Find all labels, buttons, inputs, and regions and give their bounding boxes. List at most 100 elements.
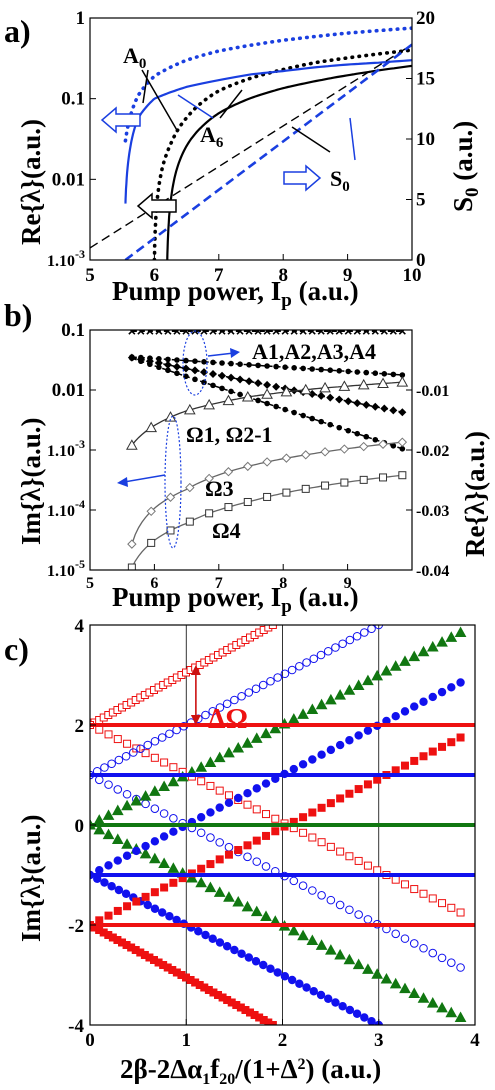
panel-b-point-5 <box>185 482 195 493</box>
panel-b-point-5 <box>358 441 369 452</box>
panel-c-point-7 <box>331 998 340 1007</box>
panel-b-point-2 <box>154 359 163 368</box>
panel-c-point-1 <box>326 842 335 851</box>
panel-c-point-4 <box>426 640 439 652</box>
panel-b-point-5 <box>146 506 156 517</box>
panel-c-point-4 <box>148 785 161 796</box>
panel-b-point-4 <box>241 391 254 402</box>
panel-c-point-5 <box>389 977 402 989</box>
panel-c-point-1 <box>308 833 317 842</box>
panel-c-point-3 <box>428 948 438 958</box>
panel-b-point-4 <box>203 398 215 410</box>
panel-c-point-7 <box>201 930 210 940</box>
panel-c-point-5 <box>454 1011 467 1022</box>
panel-c-point-3 <box>317 891 326 900</box>
panel-c-point-3 <box>215 838 224 847</box>
panel-c-ytick-label: 0 <box>75 816 85 837</box>
panel-c-point-8 <box>224 850 233 859</box>
panel-b-point-0 <box>218 330 226 335</box>
panel-b-point-2 <box>380 404 389 413</box>
delta-omega-arrowhead-up-icon <box>190 665 201 675</box>
panel-c-point-7 <box>251 957 261 966</box>
panel-c-point-5 <box>250 905 263 917</box>
panel-b-point-1 <box>192 358 198 365</box>
panel-c-point-1 <box>206 781 215 790</box>
annotation-a6: A6 <box>200 122 224 151</box>
panel-c-point-2 <box>230 695 239 705</box>
panel-c-xtick-label: 4 <box>470 1030 480 1051</box>
panel-b-point-6 <box>224 503 233 512</box>
panel-c-point-5 <box>204 881 217 893</box>
arrow-left-axis-icon <box>100 106 141 134</box>
panel-c-point-8 <box>336 794 345 803</box>
panel-c-point-8 <box>206 860 215 869</box>
panel-c-point-6 <box>419 697 428 706</box>
panel-c-point-3 <box>141 799 150 809</box>
panel-a-series-3 <box>124 59 412 204</box>
panel-b-point-3 <box>309 415 315 422</box>
panel-c-point-2 <box>295 661 304 671</box>
panel-c-point-6 <box>261 779 271 788</box>
panel-b-point-4 <box>357 378 370 390</box>
panel-c-point-7 <box>316 990 326 1000</box>
pointer-omega-group <box>123 474 166 483</box>
panel-c-point-7 <box>244 953 254 962</box>
panel-c-point-5 <box>306 934 319 945</box>
panel-c-point-8 <box>373 775 382 784</box>
panel-c-point-2 <box>352 631 362 641</box>
panel-c-point-4 <box>139 790 152 801</box>
panel-c-point-3 <box>113 785 123 794</box>
panel-c-point-8 <box>252 836 261 845</box>
panel-c-point-7 <box>157 908 167 917</box>
panel-b-point-1 <box>318 366 324 373</box>
panel-b-point-1 <box>228 360 234 367</box>
panel-b-point-0 <box>227 330 235 335</box>
panel-b-xtick-label: 5 <box>86 575 94 592</box>
panel-c-point-3 <box>289 876 299 886</box>
panel-c-point-6 <box>391 711 400 721</box>
panel-b-point-6 <box>340 478 349 487</box>
panel-c-point-5 <box>426 997 439 1008</box>
panel-c-point-7 <box>345 1005 355 1015</box>
panel-c-point-7 <box>367 1017 376 1025</box>
panel-c-point-7 <box>150 904 160 913</box>
panel-b-point-5 <box>262 457 272 467</box>
panel-b-xtick-label: 9 <box>344 575 352 592</box>
panel-a-series-5 <box>124 43 412 260</box>
panel-c-point-2 <box>129 748 138 757</box>
panel-b-point-1 <box>210 359 216 366</box>
panel-c-point-3 <box>354 910 363 919</box>
panel-c-point-7 <box>237 949 246 958</box>
panel-c-point-3 <box>243 852 252 862</box>
panel-c-point-8 <box>271 827 280 836</box>
panel-b-point-1 <box>372 370 379 377</box>
panel-c-point-2 <box>323 646 333 656</box>
panel-c-point-6 <box>113 856 122 865</box>
panel-b-point-6 <box>282 488 291 497</box>
panel-c-point-2 <box>201 710 210 720</box>
panel-c-point-1 <box>141 749 150 758</box>
panel-b-point-3 <box>174 370 180 377</box>
panel-c-point-4 <box>315 698 328 710</box>
panel-b-point-2 <box>163 360 172 369</box>
panel-a-y2tick-label: 20 <box>416 8 435 29</box>
panel-a-series-4 <box>90 44 412 249</box>
panel-c-point-7 <box>107 882 116 891</box>
panel-c-point-6 <box>252 784 261 793</box>
panel-b-point-0 <box>245 330 253 335</box>
panel-c-point-3 <box>252 857 262 866</box>
panel-c-point-6 <box>234 793 243 803</box>
panel-c-point-7 <box>165 912 174 921</box>
panel-c-point-1 <box>363 861 372 870</box>
panel-c-ytick-label: 4 <box>75 616 85 637</box>
panel-c-point-5 <box>408 987 421 998</box>
panel-b-point-0 <box>182 330 190 335</box>
panel-b-point-6 <box>321 481 330 490</box>
panel-b-point-0 <box>398 330 406 335</box>
panel-c-point-4 <box>111 804 124 816</box>
panel-c-point-3 <box>150 804 160 813</box>
panel-c-point-1 <box>456 908 465 917</box>
panel-c-point-2 <box>345 635 355 645</box>
panel-c-point-5 <box>334 948 346 960</box>
panel-c-point-1 <box>373 866 382 875</box>
